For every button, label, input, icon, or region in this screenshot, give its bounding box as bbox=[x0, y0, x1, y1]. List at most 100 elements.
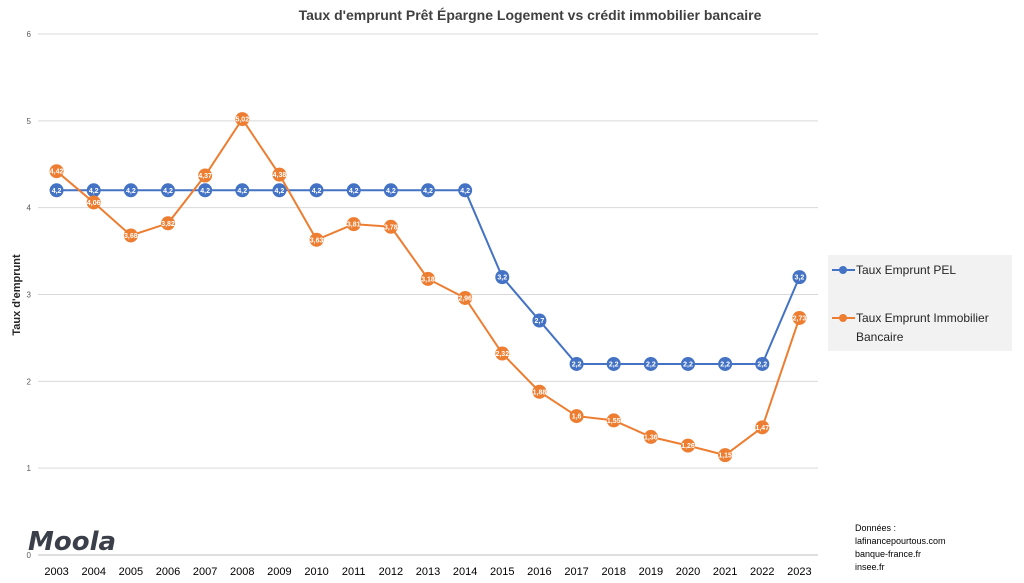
data-label: 4,38 bbox=[273, 172, 287, 179]
data-label: 1,88 bbox=[533, 389, 547, 396]
data-label: 1,15 bbox=[718, 453, 732, 460]
data-point bbox=[346, 217, 361, 232]
data-point bbox=[421, 271, 435, 286]
x-tick-label: 2005 bbox=[119, 566, 143, 578]
data-label: 4,2 bbox=[386, 188, 396, 195]
data-label: 2,2 bbox=[720, 361, 730, 368]
y-tick-label: 6 bbox=[27, 30, 32, 39]
x-tick-label: 2008 bbox=[230, 566, 254, 578]
legend-background bbox=[828, 255, 1012, 351]
y-tick-label: 0 bbox=[27, 551, 32, 560]
data-label: 4,2 bbox=[163, 188, 173, 195]
data-label: 2,96 bbox=[458, 295, 472, 302]
data-label: 2,73 bbox=[793, 315, 807, 322]
data-label: 3,82 bbox=[161, 221, 175, 228]
data-label: 3,68 bbox=[124, 233, 138, 240]
data-point bbox=[309, 183, 324, 198]
x-tick-label: 2015 bbox=[490, 566, 514, 578]
data-label: 4,2 bbox=[349, 188, 359, 195]
data-point bbox=[49, 183, 64, 198]
data-label: 4,2 bbox=[237, 188, 247, 195]
data-point bbox=[532, 384, 547, 399]
legend-pel-label: Taux Emprunt PEL bbox=[856, 263, 956, 277]
data-point bbox=[718, 356, 733, 371]
x-tick-label: 2019 bbox=[639, 566, 663, 578]
data-label: 4,2 bbox=[275, 188, 285, 195]
data-point bbox=[309, 232, 324, 247]
data-label: 4,2 bbox=[126, 188, 136, 195]
data-label: 4,37 bbox=[198, 173, 212, 180]
data-label: 4,2 bbox=[200, 188, 210, 195]
data-point bbox=[383, 183, 398, 198]
data-point bbox=[346, 183, 361, 198]
data-point bbox=[532, 313, 547, 328]
data-label: 1,47 bbox=[755, 425, 769, 432]
data-label: 2,32 bbox=[495, 351, 509, 358]
data-point bbox=[458, 183, 473, 198]
series-pel: 4,2 4,2 4,2 4,2 4,2 4,2 4,2 4,2 4,2 4,2 4,2 4,2 3,2 2… bbox=[49, 183, 807, 371]
legend-pel-marker bbox=[839, 266, 847, 274]
x-tick-label: 2014 bbox=[453, 566, 477, 578]
y-tick-label: 3 bbox=[27, 291, 32, 300]
data-label: 4,06 bbox=[87, 200, 101, 207]
data-point bbox=[458, 290, 473, 305]
data-label: 3,81 bbox=[347, 222, 361, 229]
data-point bbox=[161, 183, 175, 198]
data-point bbox=[606, 413, 621, 428]
data-label: 3,18 bbox=[421, 276, 435, 283]
data-point bbox=[198, 168, 213, 183]
data-label: 2,2 bbox=[609, 361, 619, 368]
y-axis-ticks: 0 1 2 3 4 5 6 bbox=[27, 30, 32, 560]
data-label: 5,02 bbox=[235, 117, 249, 124]
data-point bbox=[681, 356, 695, 371]
data-label: 1,26 bbox=[681, 443, 695, 450]
legend-bank-label-line2: Bancaire bbox=[856, 330, 904, 344]
data-label: 2,2 bbox=[683, 361, 693, 368]
data-label: 3,78 bbox=[384, 224, 398, 231]
data-label: 4,2 bbox=[460, 188, 470, 195]
data-label: 3,2 bbox=[497, 275, 507, 282]
y-axis-label: Taux d'emprunt bbox=[11, 254, 23, 336]
x-tick-label: 2003 bbox=[44, 566, 68, 578]
source-line: lafinancepourtous.com bbox=[855, 536, 946, 546]
x-tick-label: 2009 bbox=[267, 566, 291, 578]
series-bank: 4,42 4,06 3,68 3,82 4,37 5,02 4,38 3,63 3,81 3,78… bbox=[49, 112, 807, 463]
data-point bbox=[272, 183, 287, 198]
data-point bbox=[569, 356, 584, 371]
series-line bbox=[55, 117, 801, 457]
x-tick-label: 2017 bbox=[564, 566, 588, 578]
data-point bbox=[681, 438, 695, 453]
data-point bbox=[86, 183, 101, 198]
data-point bbox=[235, 112, 250, 127]
x-tick-label: 2010 bbox=[304, 566, 328, 578]
data-point bbox=[643, 429, 658, 444]
data-label: 3,63 bbox=[310, 237, 324, 244]
x-tick-label: 2021 bbox=[713, 566, 737, 578]
data-point bbox=[49, 164, 64, 179]
data-point bbox=[198, 183, 213, 198]
data-point bbox=[383, 219, 398, 234]
data-point bbox=[755, 356, 770, 371]
source-line: banque-france.fr bbox=[855, 549, 921, 559]
x-tick-label: 2016 bbox=[527, 566, 551, 578]
x-tick-label: 2004 bbox=[81, 566, 105, 578]
x-tick-label: 2012 bbox=[379, 566, 403, 578]
data-label: 4,2 bbox=[52, 188, 62, 195]
legend-bank-label-line1: Taux Emprunt Immobilier bbox=[856, 311, 989, 325]
sources-heading: Données : bbox=[855, 523, 896, 533]
data-point bbox=[495, 270, 510, 285]
x-tick-label: 2007 bbox=[193, 566, 217, 578]
legend-bank-marker bbox=[839, 314, 847, 322]
data-label: 2,2 bbox=[572, 361, 582, 368]
data-label: 4,2 bbox=[312, 188, 322, 195]
data-label: 4,2 bbox=[89, 188, 99, 195]
x-tick-label: 2011 bbox=[342, 566, 366, 578]
data-label: 1,55 bbox=[607, 418, 621, 425]
y-tick-label: 5 bbox=[27, 117, 32, 126]
x-axis-ticks: 2003 2004 2005 2006 2007 2008 2009 2010 2011 2012… bbox=[44, 566, 811, 578]
data-label: 2,7 bbox=[535, 318, 545, 325]
x-tick-label: 2013 bbox=[416, 566, 440, 578]
data-point bbox=[123, 228, 138, 243]
data-point bbox=[792, 270, 807, 285]
data-point bbox=[161, 216, 175, 231]
